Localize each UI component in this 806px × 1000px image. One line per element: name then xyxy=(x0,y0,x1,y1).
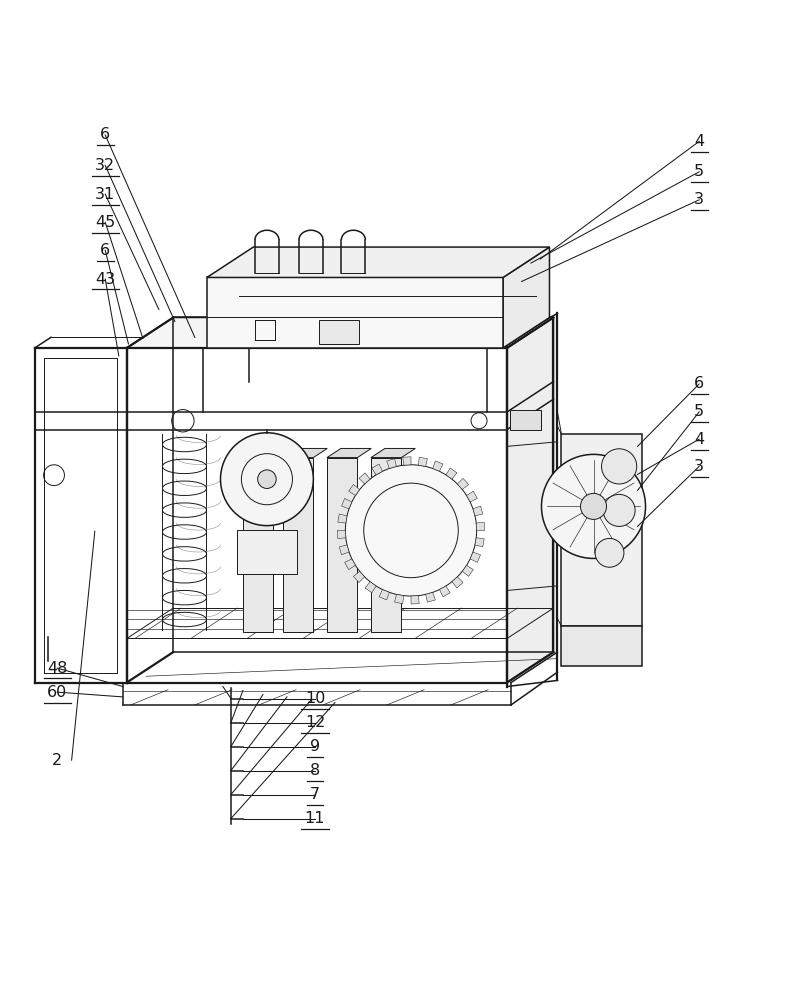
Polygon shape xyxy=(353,571,364,582)
Circle shape xyxy=(258,470,276,488)
Text: 5: 5 xyxy=(694,404,704,419)
Polygon shape xyxy=(411,596,419,604)
Polygon shape xyxy=(327,448,372,458)
Polygon shape xyxy=(562,626,642,666)
Polygon shape xyxy=(510,410,541,430)
Polygon shape xyxy=(503,247,550,348)
Text: 45: 45 xyxy=(95,215,115,230)
Text: 4: 4 xyxy=(694,432,704,447)
Polygon shape xyxy=(338,530,346,539)
Circle shape xyxy=(542,454,646,558)
Text: 32: 32 xyxy=(95,158,115,173)
Text: 3: 3 xyxy=(694,459,704,474)
Polygon shape xyxy=(127,317,554,348)
Polygon shape xyxy=(359,473,370,484)
Polygon shape xyxy=(395,594,404,604)
Polygon shape xyxy=(236,530,297,574)
Polygon shape xyxy=(207,317,550,348)
Text: 6: 6 xyxy=(100,243,110,258)
Polygon shape xyxy=(243,458,273,632)
Text: 3: 3 xyxy=(694,192,704,207)
Polygon shape xyxy=(403,457,411,465)
Text: 48: 48 xyxy=(47,661,68,676)
Polygon shape xyxy=(243,448,287,458)
Circle shape xyxy=(595,538,624,567)
Text: 10: 10 xyxy=(305,691,325,706)
Polygon shape xyxy=(475,538,484,547)
Polygon shape xyxy=(345,559,355,570)
Text: 8: 8 xyxy=(310,763,320,778)
Text: 6: 6 xyxy=(694,376,704,391)
Text: 11: 11 xyxy=(305,811,325,826)
Polygon shape xyxy=(470,552,480,562)
Polygon shape xyxy=(473,506,483,516)
Polygon shape xyxy=(476,522,484,530)
Text: 9: 9 xyxy=(310,739,320,754)
Polygon shape xyxy=(379,590,389,600)
Polygon shape xyxy=(283,458,314,632)
Polygon shape xyxy=(338,514,347,523)
Polygon shape xyxy=(562,434,642,626)
Polygon shape xyxy=(327,458,357,632)
Text: 5: 5 xyxy=(694,164,704,179)
Polygon shape xyxy=(371,448,415,458)
Text: 60: 60 xyxy=(47,685,68,700)
Polygon shape xyxy=(467,491,477,502)
Polygon shape xyxy=(365,582,376,593)
Circle shape xyxy=(603,494,635,526)
Polygon shape xyxy=(283,448,327,458)
Polygon shape xyxy=(452,577,463,588)
Polygon shape xyxy=(371,458,401,632)
Polygon shape xyxy=(342,498,352,509)
Polygon shape xyxy=(372,464,383,475)
Polygon shape xyxy=(433,461,443,471)
Circle shape xyxy=(345,465,476,596)
Circle shape xyxy=(580,493,606,519)
Polygon shape xyxy=(446,468,457,479)
Text: 12: 12 xyxy=(305,715,325,730)
Text: 31: 31 xyxy=(95,187,115,202)
Circle shape xyxy=(221,433,314,526)
Circle shape xyxy=(601,449,637,484)
Polygon shape xyxy=(507,317,554,683)
Polygon shape xyxy=(458,478,468,489)
Text: 6: 6 xyxy=(100,127,110,142)
Polygon shape xyxy=(207,277,503,348)
Polygon shape xyxy=(426,592,435,602)
Polygon shape xyxy=(349,485,359,495)
Text: 43: 43 xyxy=(95,272,115,287)
Polygon shape xyxy=(339,545,349,555)
Polygon shape xyxy=(439,586,451,597)
Text: 2: 2 xyxy=(52,753,62,768)
Polygon shape xyxy=(319,320,359,344)
Text: 4: 4 xyxy=(694,134,704,149)
Polygon shape xyxy=(418,457,427,466)
Polygon shape xyxy=(207,247,550,277)
Text: 7: 7 xyxy=(310,787,320,802)
Polygon shape xyxy=(463,565,473,576)
Polygon shape xyxy=(387,459,397,468)
